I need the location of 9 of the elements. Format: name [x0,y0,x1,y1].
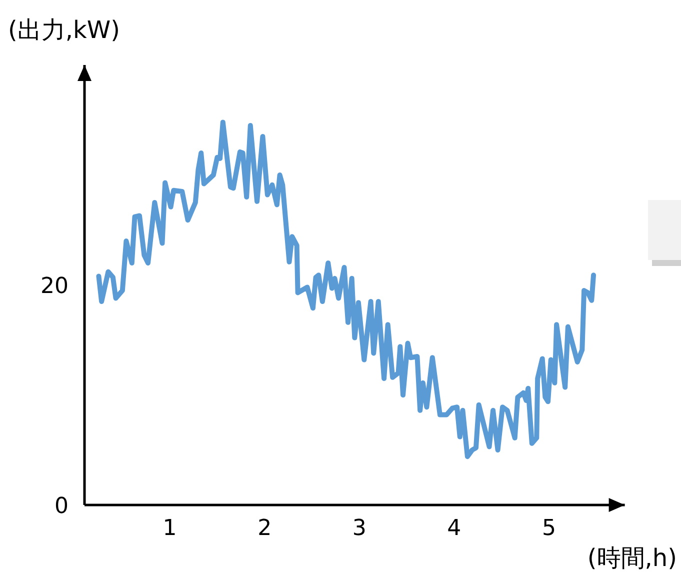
x-tick-label: 3 [352,516,366,541]
x-axis-title: (時間,h) [587,544,677,572]
x-tick-label: 4 [447,516,462,541]
y-axis-title: (出力,kW) [8,16,120,44]
x-tick-label: 1 [162,516,177,541]
x-tick-label: 2 [258,516,272,541]
x-tick-label: 5 [542,516,556,541]
y-tick-label: 20 [40,274,68,299]
y-tick-label: 0 [54,494,68,519]
